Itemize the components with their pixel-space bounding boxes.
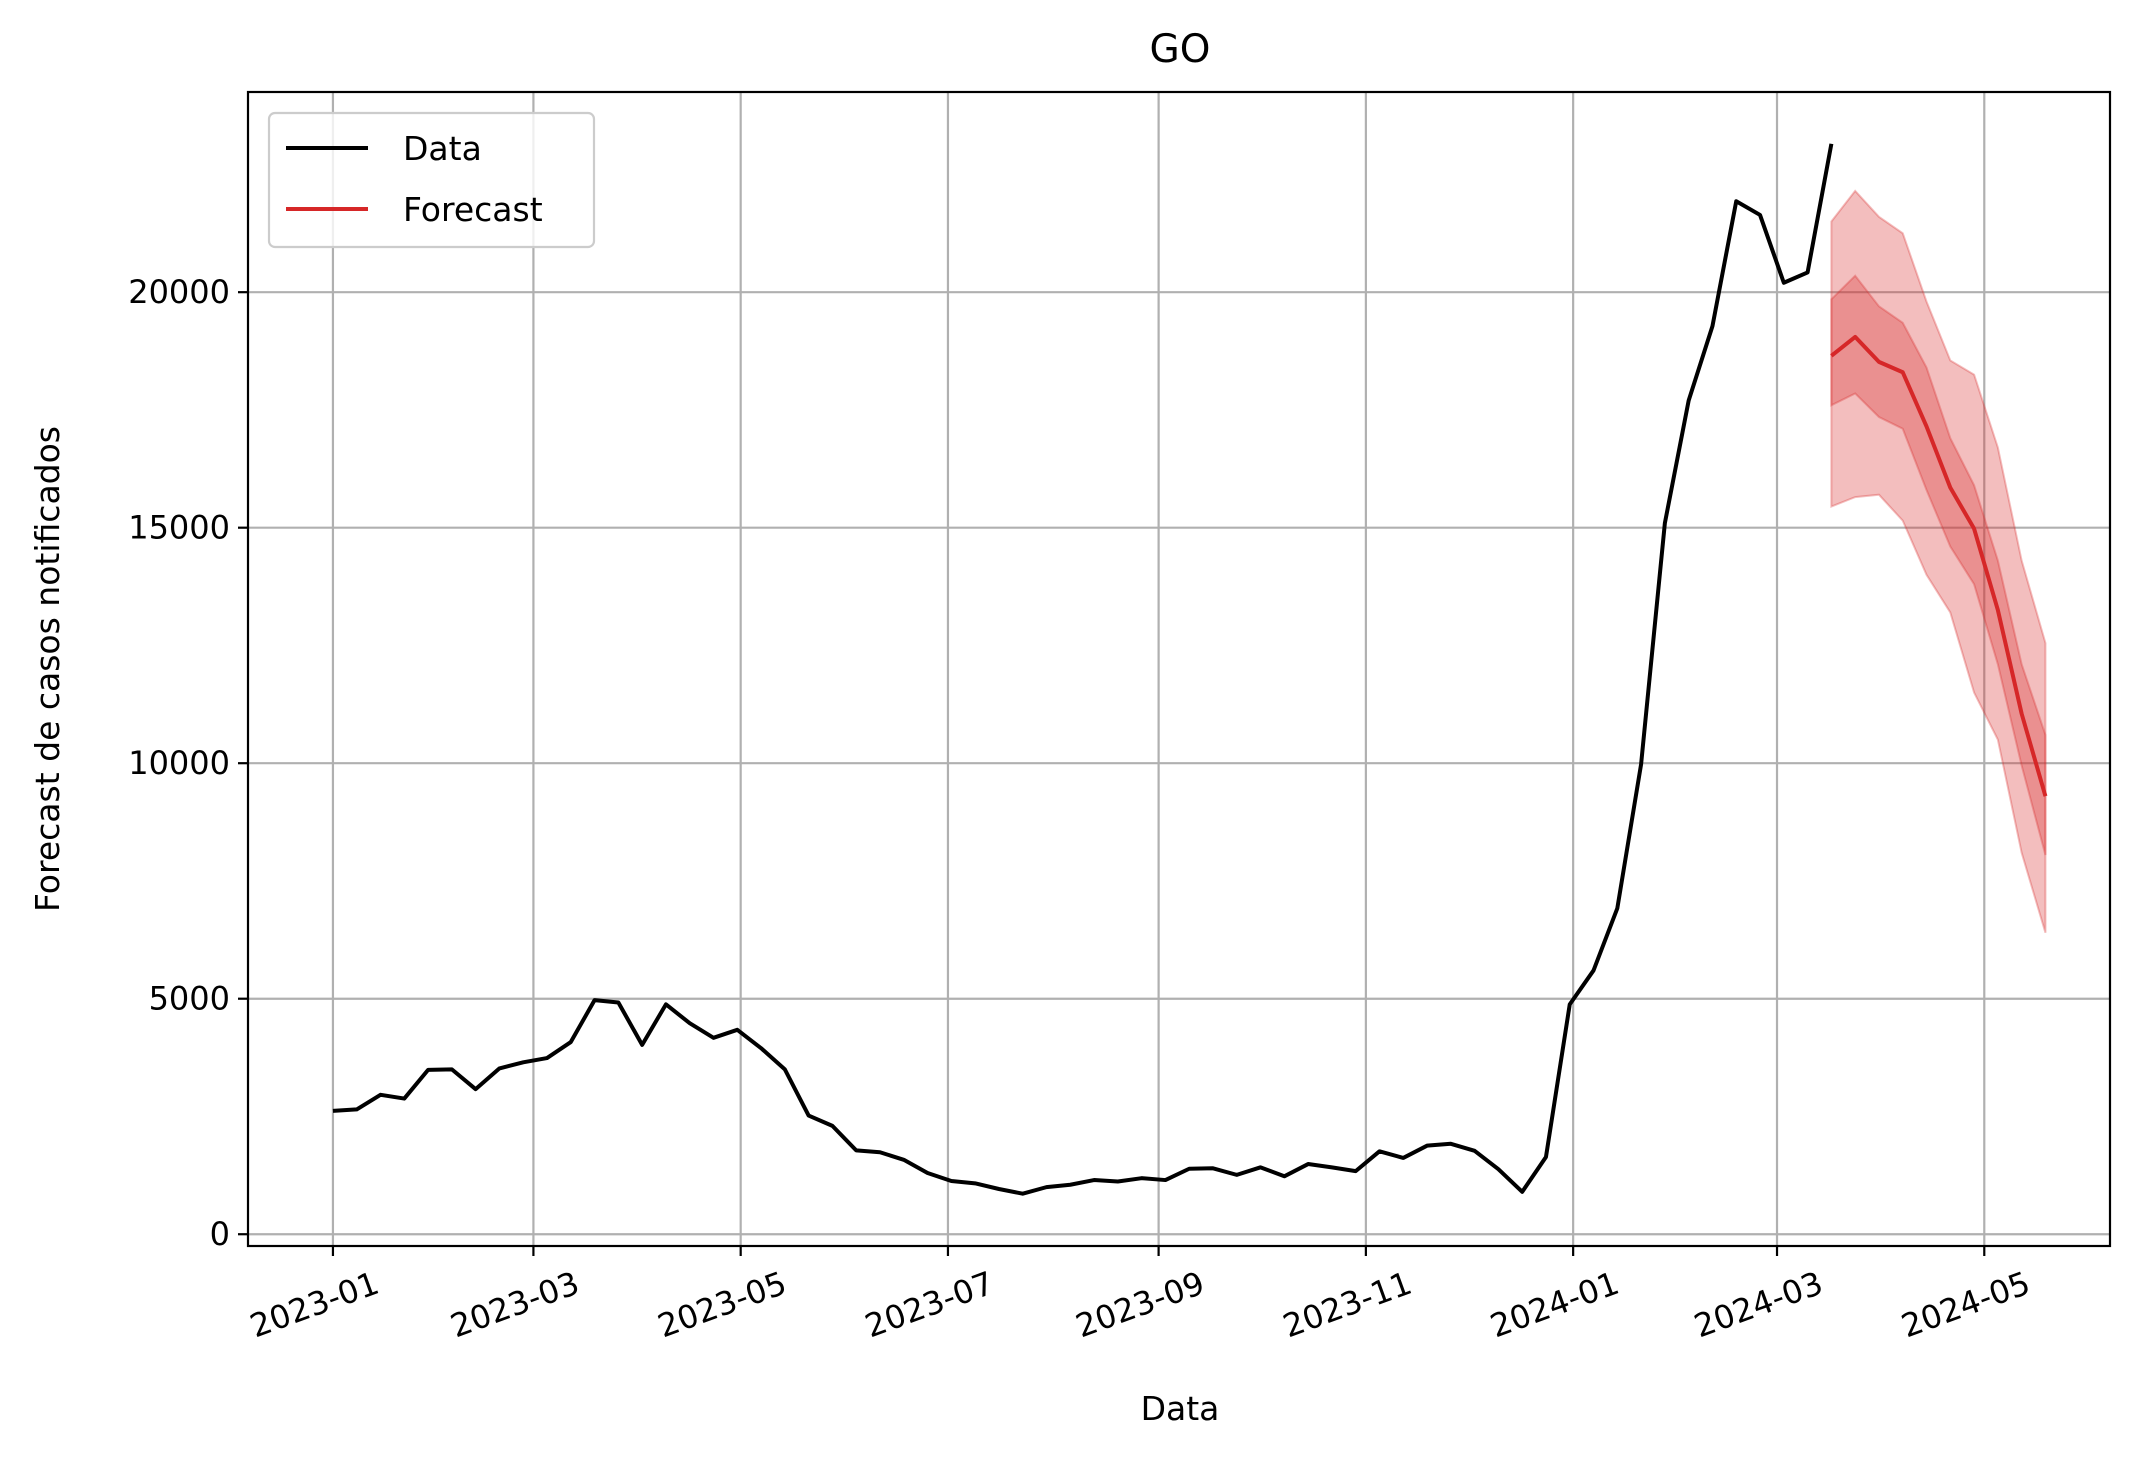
x-tick-label: 2024-05 xyxy=(1896,1264,2035,1345)
forecast-series-line xyxy=(1830,334,2048,797)
forecast-interval-90 xyxy=(1830,189,2047,934)
y-tick-label: 15000 xyxy=(128,509,230,547)
x-tick-label: 2024-03 xyxy=(1689,1264,1828,1345)
legend-label-data: Data xyxy=(403,129,482,168)
x-tick-label: 2023-09 xyxy=(1071,1264,1210,1345)
x-tick-label: 2023-01 xyxy=(245,1264,384,1345)
y-tick-label: 10000 xyxy=(128,744,230,782)
grid-lines xyxy=(248,92,2110,1246)
y-tick-label: 5000 xyxy=(149,980,230,1018)
x-tick-label: 2024-01 xyxy=(1485,1264,1624,1345)
forecast-interval-50 xyxy=(1830,274,2047,856)
y-axis-label: Forecast de casos notificados xyxy=(28,426,67,912)
x-tick-label: 2023-05 xyxy=(653,1264,792,1345)
legend: Data Forecast xyxy=(267,111,596,249)
x-tick-label: 2023-03 xyxy=(446,1264,585,1345)
y-axis-ticks: 0 5000 10000 15000 20000 xyxy=(128,273,248,1253)
x-tick-label: 2023-11 xyxy=(1278,1264,1417,1345)
x-tick-label: 2023-07 xyxy=(860,1264,999,1345)
data-series-line xyxy=(332,143,1834,1196)
series-lines xyxy=(332,143,2048,1196)
y-tick-label: 0 xyxy=(210,1215,230,1253)
y-tick-label: 20000 xyxy=(128,273,230,311)
chart-title: GO xyxy=(1150,27,1211,72)
x-axis-label: Data xyxy=(1141,1389,1220,1428)
plot-frame xyxy=(246,90,2112,1248)
forecast-intervals xyxy=(1830,189,2047,934)
legend-label-forecast: Forecast xyxy=(403,190,543,229)
x-axis-ticks: 2023-01 2023-03 2023-05 2023-07 2023-09 2023-… xyxy=(245,1246,2035,1345)
